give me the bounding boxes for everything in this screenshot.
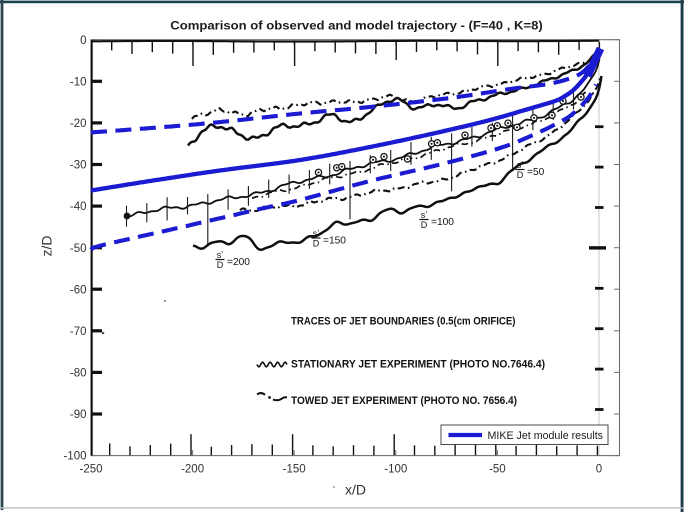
svg-text:-10: -10 [70,76,87,88]
svg-text:MIKE Jet module results: MIKE Jet module results [488,430,604,442]
svg-text:TOWED JET EXPERIMENT (PHOTO NO: TOWED JET EXPERIMENT (PHOTO NO. 7656.4) [291,395,517,407]
svg-text:TRACES OF JET BOUNDARIES (0.5(: TRACES OF JET BOUNDARIES (0.5(cm ORIFICE… [291,316,516,328]
svg-text:-100: -100 [63,451,86,463]
svg-text:Comparison of observed and mod: Comparison of observed and model traject… [170,19,543,33]
svg-text:-30: -30 [70,160,87,172]
svg-text:D: D [313,239,320,249]
svg-text:-80: -80 [70,368,87,380]
svg-text:sʼ: sʼ [421,210,428,220]
svg-text:-20: -20 [70,118,87,130]
svg-text:D: D [517,170,524,180]
svg-text:sʼ: sʼ [313,228,320,238]
svg-text:=200: =200 [227,257,250,268]
svg-text:-150: -150 [283,464,306,476]
svg-text:-200: -200 [181,464,204,476]
svg-text:sʼ: sʼ [217,250,224,260]
svg-text:-100: -100 [384,464,407,476]
svg-text:STATIONARY JET EXPERIMENT (PHO: STATIONARY JET EXPERIMENT (PHOTO NO.7646… [291,359,545,371]
svg-text:=150: =150 [323,236,346,247]
svg-text:-50: -50 [489,464,506,476]
svg-text:-60: -60 [70,284,87,296]
svg-text:-70: -70 [70,326,87,338]
svg-text:0: 0 [80,35,86,47]
svg-text:D: D [421,220,428,230]
svg-text:-40: -40 [70,201,87,213]
svg-text:-90: -90 [70,409,87,421]
svg-text:sʼ: sʼ [517,160,524,170]
svg-text:0: 0 [596,464,602,476]
svg-text:x/D: x/D [345,482,366,498]
svg-text:-250: -250 [79,464,102,476]
svg-text:z/D: z/D [39,236,55,257]
svg-text:=50: =50 [527,167,545,178]
svg-text:-50: -50 [70,243,87,255]
svg-text:D: D [217,260,224,270]
svg-text:=100: =100 [431,217,454,228]
